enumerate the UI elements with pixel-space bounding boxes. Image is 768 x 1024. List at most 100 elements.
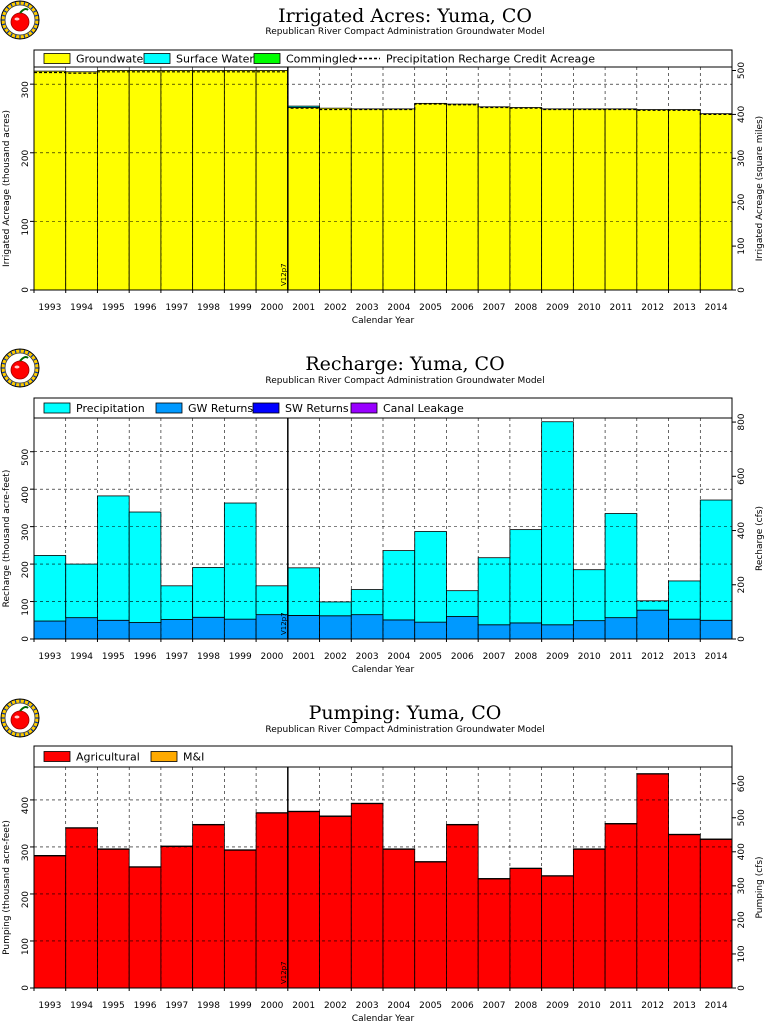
- bar-gw-returns-2011: [604, 617, 638, 640]
- bar-agricultural-1997: [160, 846, 194, 989]
- bar-groundwater-1996: [128, 70, 162, 291]
- x-tick-label: 2011: [610, 1001, 633, 1011]
- y2-tick-label: 400: [737, 522, 747, 539]
- bar-agricultural-2003: [350, 803, 384, 989]
- x-tick-label: 2006: [451, 303, 474, 313]
- bar-precipitation-2007: [477, 557, 511, 626]
- x-axis-title: Calendar Year: [352, 316, 415, 326]
- bar-gw-returns-1999: [223, 618, 257, 640]
- y-tick-label: 300: [21, 844, 31, 861]
- y2-tick-label: 300: [737, 877, 747, 894]
- x-tick-label: 2000: [261, 1001, 284, 1011]
- x-tick-label: 2007: [483, 1001, 506, 1011]
- legend-item: Commingled: [253, 53, 356, 66]
- bar-precipitation-2012: [636, 600, 669, 611]
- x-tick-label: 1996: [134, 303, 157, 313]
- bar-agricultural-1999: [223, 849, 257, 989]
- x-tick-label: 1998: [197, 1001, 220, 1011]
- bar-agricultural-2009: [541, 875, 574, 989]
- bar-agricultural-1993: [33, 855, 67, 989]
- legend-swatch: [350, 402, 378, 414]
- y2-tick-label: 200: [737, 576, 747, 593]
- x-tick-label: 1995: [102, 303, 125, 313]
- x-tick-label: 2014: [705, 303, 728, 313]
- bars: [33, 421, 733, 640]
- x-tick-label: 2003: [356, 303, 379, 313]
- bar-groundwater-2012: [636, 109, 669, 291]
- bar-precipitation-2009: [541, 421, 574, 626]
- y2-tick-label: 500: [737, 809, 747, 826]
- x-tick-label: 2008: [514, 303, 537, 313]
- x-tick-label: 2005: [419, 303, 442, 313]
- bar-groundwater-2010: [572, 108, 606, 291]
- bar-precipitation-2005: [414, 531, 447, 623]
- x-axis-title: Calendar Year: [352, 665, 415, 675]
- x-tick-label: 2010: [578, 652, 601, 662]
- bar-agricultural-2002: [319, 815, 352, 989]
- x-tick-label: 1997: [165, 303, 188, 313]
- bar-agricultural-2008: [509, 868, 543, 989]
- x-axis: 1993 1994 1995 1996 1997 1998 1999 2000 2001 2002…: [33, 639, 728, 662]
- model-marker-label: V12p7: [280, 961, 288, 984]
- bar-precipitation-2002: [319, 601, 352, 617]
- y-axis-left: 0 100 200 300 400 500: [21, 448, 34, 642]
- x-tick-label: 2006: [451, 652, 474, 662]
- grid: [34, 67, 732, 290]
- legend-item: Precipitation: [43, 402, 145, 415]
- bar-groundwater-2013: [668, 109, 701, 291]
- legend-swatch: [155, 402, 183, 414]
- bar-groundwater-2002: [319, 107, 352, 291]
- y-tick-label: 100: [21, 938, 31, 955]
- y-tick-label: 0: [21, 287, 31, 293]
- bar-precipitation-2004: [382, 550, 416, 621]
- legend-label: Canal Leakage: [383, 402, 464, 415]
- x-tick-label: 1996: [134, 1001, 157, 1011]
- legend: Precipitation GW Returns SW Returns Canal L…: [43, 402, 464, 415]
- legend: Agricultural M&I: [43, 751, 204, 764]
- x-tick-label: 1995: [102, 652, 125, 662]
- legend-item: M&I: [150, 751, 204, 764]
- legend-label: Groundwater: [76, 53, 148, 66]
- x-tick-label: 2011: [610, 303, 633, 313]
- apple-logo-icon: [0, 0, 40, 40]
- legend-swatch: [252, 402, 280, 414]
- bar-gw-returns-2014: [699, 619, 733, 640]
- y2-tick-label: 800: [737, 413, 747, 430]
- x-tick-label: 2009: [546, 1001, 569, 1011]
- y2-tick-label: 600: [737, 467, 747, 484]
- bar-agricultural-2010: [572, 848, 606, 989]
- x-tick-label: 1993: [38, 652, 61, 662]
- x-tick-label: 2007: [483, 652, 506, 662]
- bar-agricultural-2011: [604, 823, 638, 989]
- bar-precipitation-2010: [572, 569, 606, 622]
- bar-groundwater-2008: [509, 107, 543, 291]
- legend-swatch: [43, 751, 71, 762]
- y-axis-title: Irrigated Acreage (thousand acres): [2, 110, 12, 267]
- x-tick-label: 2005: [419, 1001, 442, 1011]
- bar-gw-returns-2006: [446, 616, 479, 640]
- y2-axis-title: Recharge (cfs): [755, 506, 765, 571]
- bar-gw-returns-2002: [319, 615, 352, 640]
- x-tick-label: 2012: [641, 303, 664, 313]
- y2-tick-label: 200: [737, 193, 747, 210]
- x-tick-label: 1993: [38, 1001, 61, 1011]
- apple-logo-icon: [0, 348, 40, 388]
- y-axis-left: 0 100 200 300 400: [21, 797, 34, 991]
- legend-swatch: [43, 402, 71, 414]
- x-tick-label: 2002: [324, 652, 347, 662]
- x-tick-label: 2010: [578, 303, 601, 313]
- x-tick-label: 1999: [229, 1001, 252, 1011]
- legend-label: Precipitation Recharge Credit Acreage: [386, 53, 595, 66]
- bar-groundwater-1997: [160, 70, 194, 291]
- model-marker-label: V12p7: [280, 263, 288, 286]
- bar-agricultural-2001: [287, 811, 320, 989]
- x-tick-label: 1993: [38, 303, 61, 313]
- y2-tick-label: 500: [737, 62, 747, 79]
- bar-gw-returns-1997: [160, 619, 194, 640]
- x-tick-label: 1997: [165, 652, 188, 662]
- bar-gw-returns-2007: [477, 624, 511, 640]
- legend-label: Surface Water: [176, 53, 254, 66]
- bar-gw-returns-2012: [636, 609, 669, 640]
- y2-tick-label: 300: [737, 149, 747, 166]
- x-tick-label: 1998: [197, 303, 220, 313]
